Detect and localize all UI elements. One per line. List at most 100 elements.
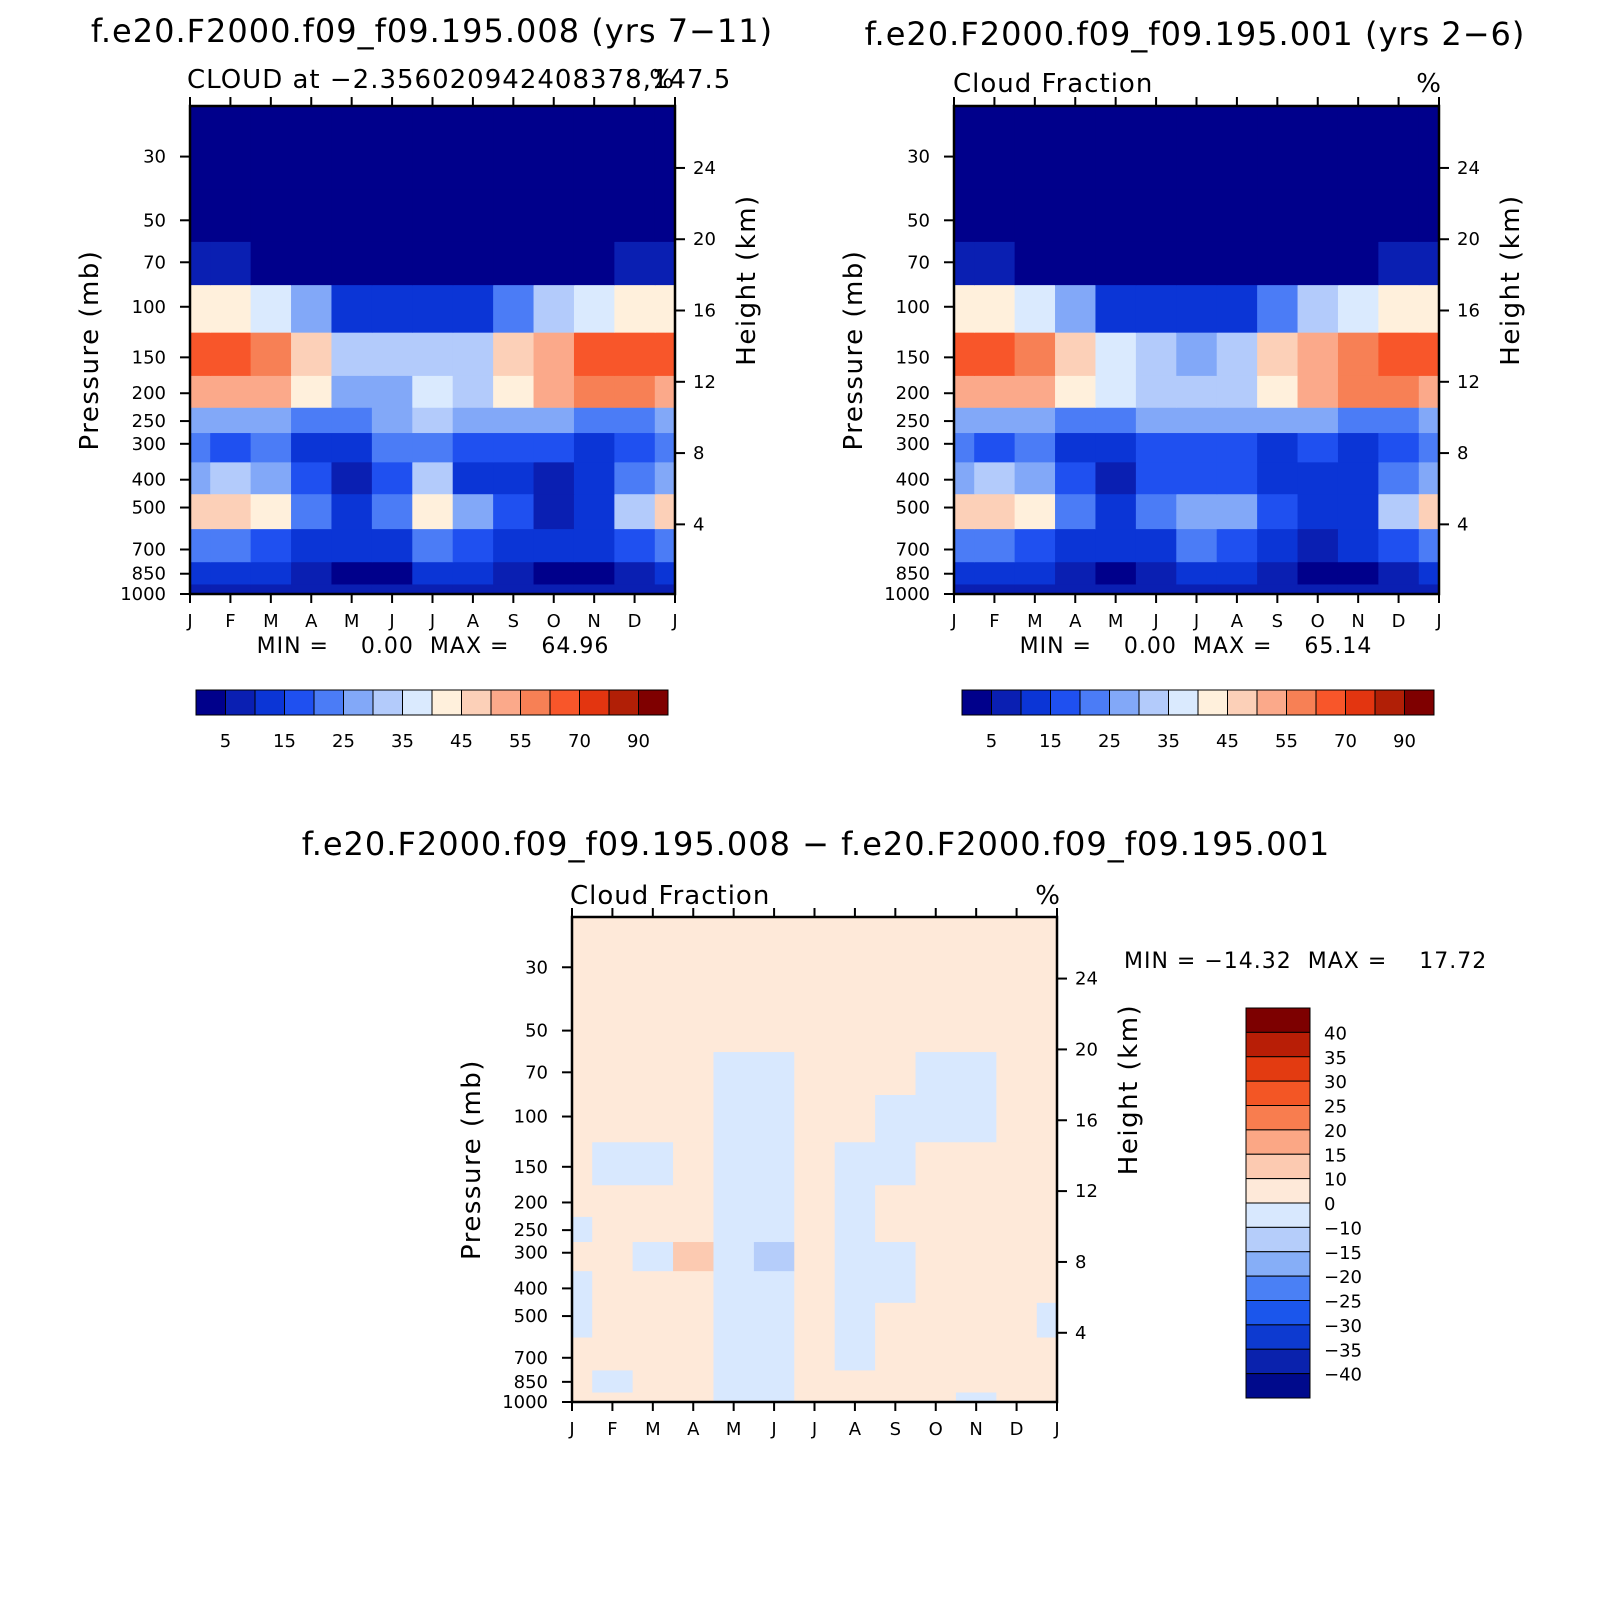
contour-cell xyxy=(291,432,333,463)
contour-cell xyxy=(592,1270,634,1303)
contour-cell xyxy=(1036,1094,1058,1143)
y-tick-label: 250 xyxy=(514,1220,548,1241)
x-tick-label: F xyxy=(607,1419,617,1440)
contour-cell xyxy=(1297,284,1339,333)
contour-cell xyxy=(533,332,575,376)
colorbar-box xyxy=(1245,1275,1311,1301)
contour-cell xyxy=(1036,1241,1058,1272)
y-axis-title: Pressure (mb) xyxy=(457,1059,487,1260)
contour-cell xyxy=(753,1391,795,1403)
colorbar-label: 35 xyxy=(391,731,414,752)
y-right-tick-label: 8 xyxy=(1075,1252,1086,1273)
contour-cell xyxy=(954,561,975,585)
x-tick-label: A xyxy=(305,611,318,632)
contour-cell xyxy=(210,407,252,434)
contour-cell xyxy=(753,1094,795,1143)
contour-cell xyxy=(875,1216,917,1243)
contour-cell xyxy=(713,1094,755,1143)
colorbar-label: 55 xyxy=(1275,731,1298,752)
contour-cell xyxy=(250,407,292,434)
contour-cell xyxy=(1095,188,1137,242)
y-tick-label: 700 xyxy=(132,540,166,561)
contour-cell xyxy=(1257,332,1299,376)
panel-c-colorbar: 40 35 30 25 20 15 10 0 −10 −15 −20 −25 −30 −35 −40 xyxy=(1245,1007,1362,1399)
contour-cell xyxy=(1095,332,1137,376)
contour-cell xyxy=(1135,375,1177,408)
colorbar-label: −30 xyxy=(1324,1316,1362,1337)
x-tick-label: O xyxy=(929,1419,943,1440)
contour-cell xyxy=(915,1184,957,1217)
contour-cell xyxy=(1014,284,1056,333)
panel-b-contour-fill xyxy=(954,106,1440,595)
contour-cell xyxy=(1014,461,1056,495)
contour-cell xyxy=(331,407,373,434)
contour-cell xyxy=(794,1336,836,1371)
contour-cell xyxy=(1257,583,1299,595)
contour-cell xyxy=(753,1141,795,1186)
colorbar-box xyxy=(1245,1007,1311,1033)
contour-cell xyxy=(713,1184,755,1217)
contour-cell xyxy=(190,493,211,530)
y-right-axis-title: Height (km) xyxy=(1114,1004,1144,1175)
contour-cell xyxy=(1014,407,1056,434)
contour-cell xyxy=(1418,241,1440,286)
contour-cell xyxy=(654,332,676,376)
contour-cell xyxy=(371,188,413,242)
contour-cell xyxy=(412,528,454,563)
contour-cell xyxy=(614,528,656,563)
colorbar-box xyxy=(1245,1202,1311,1228)
x-tick-label: S xyxy=(508,611,519,632)
contour-cell xyxy=(331,583,373,595)
y-tick-label: 850 xyxy=(132,564,166,585)
contour-cell xyxy=(614,461,656,495)
contour-cell xyxy=(996,1216,1038,1243)
contour-cell xyxy=(371,375,413,408)
contour-cell xyxy=(974,493,1016,530)
colorbar-box xyxy=(195,689,226,716)
contour-cell xyxy=(673,1336,715,1371)
contour-cell xyxy=(954,241,975,286)
contour-cell xyxy=(1378,528,1420,563)
colorbar-box xyxy=(1245,1178,1311,1204)
contour-cell xyxy=(614,583,656,595)
contour-cell xyxy=(1176,407,1218,434)
contour-cell xyxy=(654,106,676,190)
contour-cell xyxy=(875,1369,917,1393)
y-right-tick-label: 20 xyxy=(1457,229,1480,250)
contour-cell xyxy=(713,998,755,1053)
y-tick-label: 70 xyxy=(907,252,930,273)
y-tick-label: 250 xyxy=(132,411,166,432)
contour-cell xyxy=(572,1336,593,1371)
contour-cell xyxy=(592,1302,634,1338)
contour-cell xyxy=(632,1241,674,1272)
contour-cell xyxy=(1095,493,1137,530)
contour-cell xyxy=(632,1391,674,1403)
contour-cell xyxy=(1216,284,1258,333)
colorbar-box xyxy=(372,689,403,716)
contour-cell xyxy=(1297,583,1339,595)
contour-cell xyxy=(614,375,656,408)
contour-cell xyxy=(412,241,454,286)
contour-cell xyxy=(331,284,373,333)
x-tick-label: A xyxy=(687,1419,700,1440)
contour-cell xyxy=(1135,561,1177,585)
contour-cell xyxy=(1055,493,1097,530)
contour-cell xyxy=(533,407,575,434)
contour-cell xyxy=(210,241,252,286)
contour-cell xyxy=(1135,493,1177,530)
y-tick-label: 70 xyxy=(525,1062,548,1083)
x-tick-label: J xyxy=(388,611,394,632)
panel-a-contour-fill xyxy=(190,106,676,595)
colorbar-label: 25 xyxy=(332,731,355,752)
y-right-tick-label: 24 xyxy=(1457,158,1480,179)
contour-cell xyxy=(955,1369,997,1393)
contour-cell xyxy=(1055,241,1097,286)
y-right-tick-label: 20 xyxy=(693,229,716,250)
colorbar-box xyxy=(520,689,551,716)
contour-cell xyxy=(452,241,494,286)
contour-cell xyxy=(875,1094,917,1143)
contour-cell xyxy=(1135,106,1177,190)
x-tick-label: N xyxy=(1351,611,1364,632)
colorbar-label: −15 xyxy=(1324,1243,1362,1264)
